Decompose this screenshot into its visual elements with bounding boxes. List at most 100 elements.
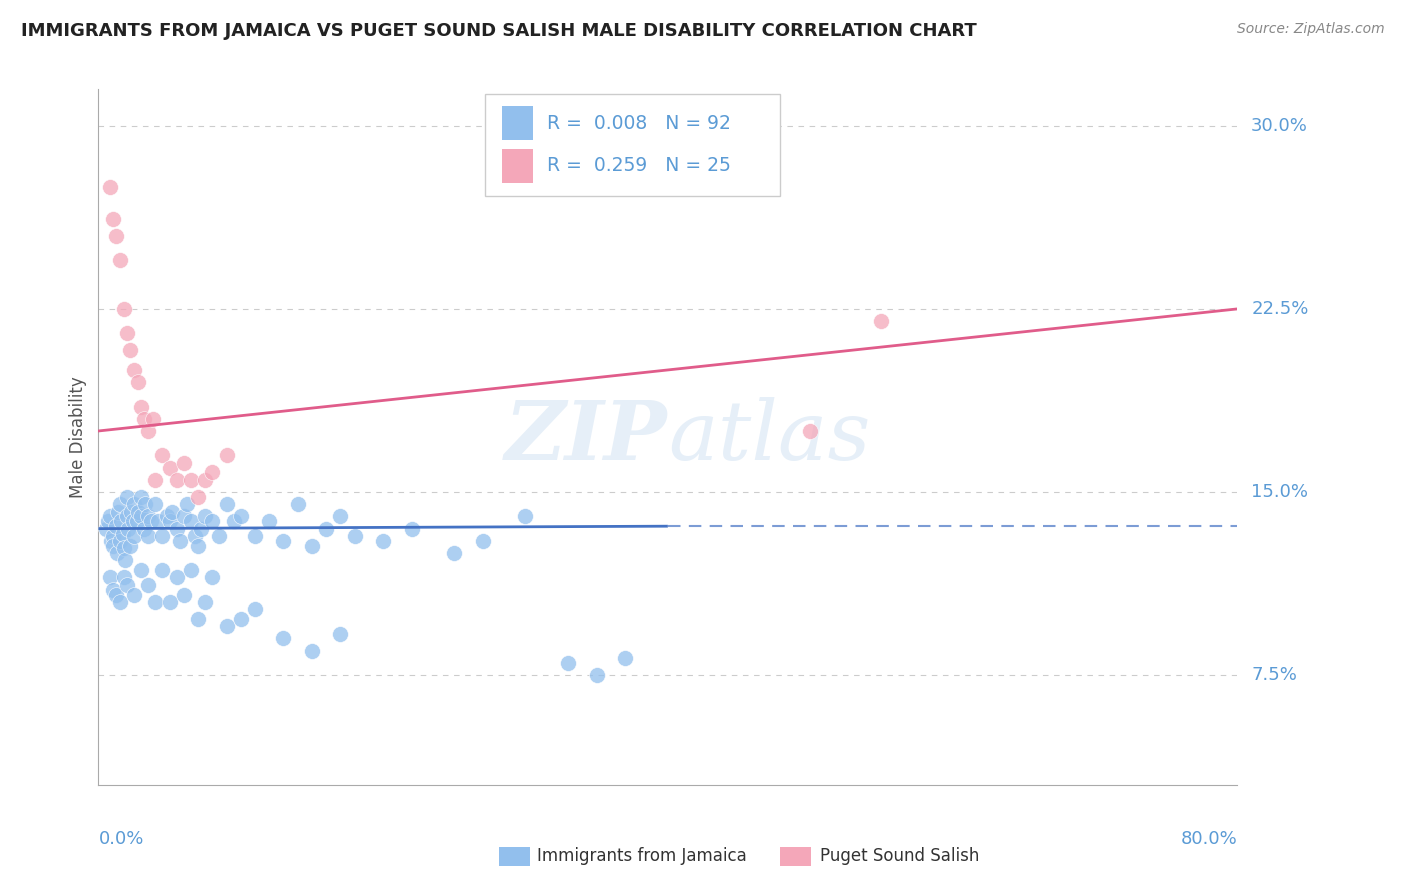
- Text: R =  0.259   N = 25: R = 0.259 N = 25: [547, 156, 731, 176]
- Point: [118, 343, 141, 358]
- Point: [201, 466, 224, 480]
- Point: [139, 514, 162, 528]
- Point: [112, 570, 135, 584]
- Point: [515, 509, 537, 524]
- Point: [127, 504, 149, 518]
- Point: [122, 497, 145, 511]
- Point: [132, 411, 155, 425]
- Point: [121, 514, 143, 528]
- Text: R =  0.008   N = 92: R = 0.008 N = 92: [547, 113, 731, 133]
- Point: [108, 595, 131, 609]
- Point: [98, 179, 121, 194]
- Text: Source: ZipAtlas.com: Source: ZipAtlas.com: [1237, 22, 1385, 37]
- Point: [115, 490, 138, 504]
- Point: [101, 211, 124, 226]
- Point: [273, 632, 295, 646]
- Point: [159, 460, 181, 475]
- Point: [329, 509, 352, 524]
- Point: [156, 509, 179, 524]
- Point: [159, 595, 181, 609]
- Point: [118, 539, 141, 553]
- Point: [105, 546, 128, 560]
- Text: 15.0%: 15.0%: [1251, 483, 1308, 501]
- Point: [194, 595, 217, 609]
- Point: [104, 588, 127, 602]
- Point: [101, 539, 124, 553]
- Point: [215, 449, 238, 463]
- Point: [129, 490, 152, 504]
- Point: [176, 497, 198, 511]
- Point: [301, 539, 323, 553]
- Point: [125, 514, 148, 528]
- Point: [148, 514, 170, 528]
- Point: [111, 526, 134, 541]
- Point: [145, 595, 167, 609]
- Point: [180, 563, 202, 577]
- Point: [115, 509, 138, 524]
- Point: [343, 529, 366, 543]
- Point: [122, 363, 145, 377]
- Point: [115, 326, 138, 341]
- Point: [222, 514, 245, 528]
- Point: [173, 588, 195, 602]
- Point: [112, 541, 135, 556]
- Text: 0.0%: 0.0%: [98, 830, 143, 848]
- Text: IMMIGRANTS FROM JAMAICA VS PUGET SOUND SALISH MALE DISABILITY CORRELATION CHART: IMMIGRANTS FROM JAMAICA VS PUGET SOUND S…: [21, 22, 977, 40]
- Point: [115, 578, 138, 592]
- Point: [273, 533, 295, 548]
- Text: Immigrants from Jamaica: Immigrants from Jamaica: [537, 847, 747, 865]
- Point: [127, 375, 149, 389]
- Point: [373, 533, 395, 548]
- Point: [215, 619, 238, 633]
- Point: [201, 570, 224, 584]
- Point: [101, 529, 124, 543]
- Point: [129, 563, 152, 577]
- Point: [162, 504, 184, 518]
- Text: Puget Sound Salish: Puget Sound Salish: [820, 847, 979, 865]
- Point: [108, 497, 131, 511]
- Point: [152, 449, 174, 463]
- Point: [114, 553, 136, 567]
- Point: [870, 314, 893, 328]
- Point: [104, 519, 127, 533]
- Point: [101, 582, 124, 597]
- Point: [122, 588, 145, 602]
- Text: 22.5%: 22.5%: [1251, 300, 1309, 318]
- Text: ZIP: ZIP: [505, 397, 668, 477]
- Text: 30.0%: 30.0%: [1251, 117, 1308, 135]
- Point: [159, 514, 181, 528]
- Point: [136, 529, 159, 543]
- Point: [166, 570, 188, 584]
- Point: [187, 490, 209, 504]
- Point: [585, 668, 607, 682]
- Point: [443, 546, 465, 560]
- Text: atlas: atlas: [668, 397, 870, 477]
- Point: [614, 651, 637, 665]
- Point: [94, 522, 117, 536]
- Point: [117, 522, 139, 536]
- Point: [136, 578, 159, 592]
- Point: [169, 533, 191, 548]
- Point: [180, 473, 202, 487]
- Point: [98, 570, 121, 584]
- Point: [187, 539, 209, 553]
- Point: [97, 514, 120, 528]
- Point: [134, 497, 156, 511]
- Point: [190, 522, 212, 536]
- Point: [180, 514, 202, 528]
- Point: [229, 612, 252, 626]
- Point: [173, 509, 195, 524]
- Point: [329, 626, 352, 640]
- Point: [287, 497, 309, 511]
- Point: [152, 563, 174, 577]
- Point: [145, 473, 167, 487]
- Text: 80.0%: 80.0%: [1181, 830, 1237, 848]
- Point: [215, 497, 238, 511]
- Point: [120, 504, 142, 518]
- Point: [259, 514, 281, 528]
- Point: [243, 529, 266, 543]
- Point: [208, 529, 231, 543]
- Point: [108, 533, 131, 548]
- Y-axis label: Male Disability: Male Disability: [69, 376, 87, 498]
- Point: [471, 533, 494, 548]
